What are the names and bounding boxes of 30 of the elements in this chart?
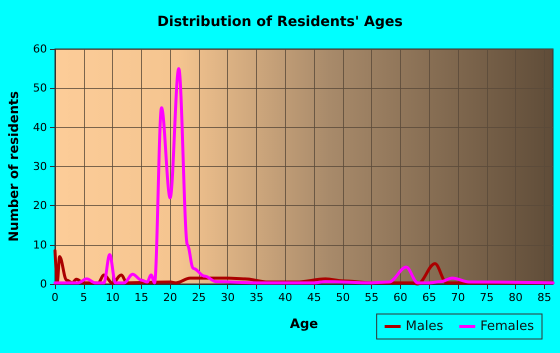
x-tick-label: 55: [364, 291, 379, 304]
y-tick-label: 0: [40, 278, 47, 290]
x-tick-label: 30: [220, 291, 235, 304]
x-tick-label: 35: [250, 291, 264, 304]
x-tick-label: 85: [537, 291, 552, 304]
y-tick-label: 20: [33, 199, 47, 212]
x-tick-label: 75: [480, 291, 494, 304]
x-tick-label: 70: [451, 291, 466, 304]
y-tick-label: 50: [33, 82, 47, 95]
x-axis-title: Age: [290, 317, 318, 332]
x-tick-label: 20: [163, 291, 178, 304]
x-tick-label: 10: [106, 291, 120, 304]
y-axis-title: Number of residents: [7, 90, 22, 242]
x-tick-label: 5: [80, 291, 88, 304]
x-tick-label: 60: [393, 291, 408, 304]
x-tick-label: 80: [508, 291, 523, 304]
legend-label: Males: [406, 319, 444, 334]
y-tick-label: 60: [33, 42, 47, 56]
x-tick-label: 0: [52, 291, 58, 304]
legend-label: Females: [480, 319, 534, 334]
x-tick-label: 65: [422, 291, 436, 304]
x-tick-label: 25: [192, 291, 206, 304]
x-tick-label: 50: [336, 291, 350, 304]
y-tick-label: 40: [33, 120, 47, 134]
x-tick-label: 40: [278, 291, 292, 304]
chart-title: Distribution of Residents' Ages: [157, 14, 403, 30]
x-tick-label: 45: [307, 291, 322, 304]
x-tick-label: 15: [134, 291, 148, 304]
y-tick-label: 30: [33, 160, 47, 173]
y-tick-label: 10: [33, 238, 47, 252]
